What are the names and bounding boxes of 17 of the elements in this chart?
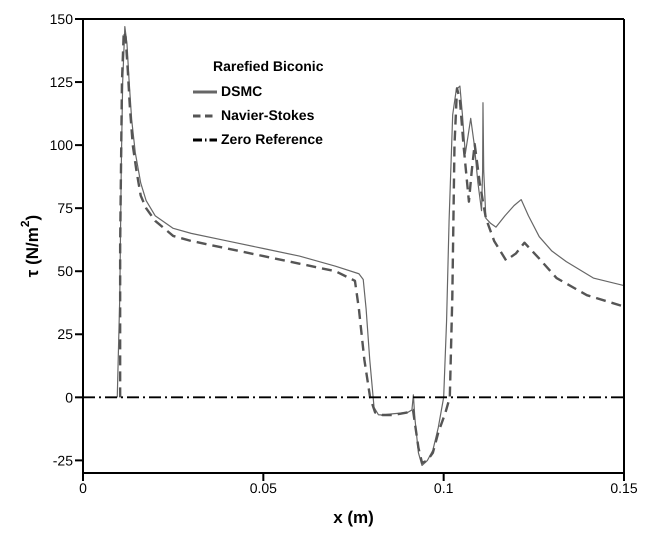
x-axis-title: x (m) xyxy=(333,508,374,527)
y-tick-label: -25 xyxy=(52,452,74,468)
legend-title: Rarefied Biconic xyxy=(213,58,324,74)
y-tick-label: 125 xyxy=(50,74,74,90)
y-tick-label: 50 xyxy=(57,263,74,280)
y-tick-label: 75 xyxy=(57,200,74,216)
x-tick-label: 0 xyxy=(79,480,88,496)
legend-label: Navier-Stokes xyxy=(221,107,314,124)
legend-label: Zero Reference xyxy=(221,131,323,148)
y-tick-label: 25 xyxy=(57,326,74,342)
y-tick-label: 150 xyxy=(50,10,74,27)
x-tick-label: 0.05 xyxy=(250,480,278,496)
legend-label: DSMC xyxy=(221,83,262,100)
x-tick-label: 0.1 xyxy=(434,480,454,496)
y-tick-label: 100 xyxy=(50,137,74,154)
y-tick-label: 0 xyxy=(65,389,74,406)
x-tick-label: 0.15 xyxy=(610,480,638,496)
